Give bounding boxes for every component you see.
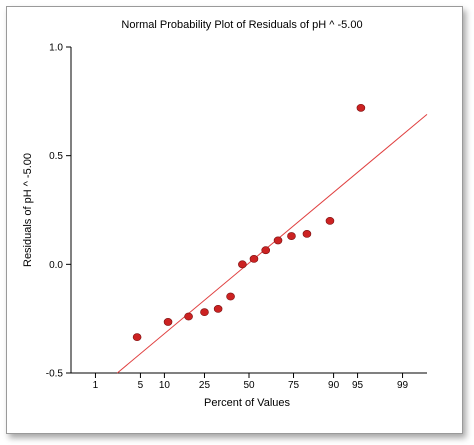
data-point [273, 236, 283, 245]
data-point [238, 260, 247, 269]
x-tick-label: 25 [199, 380, 211, 391]
data-point [184, 312, 193, 321]
y-tick-label: -0.5 [46, 369, 64, 380]
data-point [356, 103, 366, 112]
x-tick-label: 75 [288, 380, 300, 391]
y-axis-title: Residuals of pH ^ -5.00 [22, 153, 34, 267]
data-point [226, 292, 235, 301]
x-axis-ticks: 1 5 10 25 50 75 90 95 99 [93, 373, 409, 391]
x-tick-label: 50 [243, 380, 255, 391]
chart-title: Normal Probability Plot of Residuals of … [121, 19, 362, 31]
x-tick-label: 90 [328, 380, 340, 391]
x-tick-label: 1 [93, 380, 99, 391]
data-point [261, 246, 271, 255]
data-point [287, 232, 296, 240]
y-tick-label: 1.0 [49, 43, 63, 54]
data-point [325, 216, 335, 225]
chart-frame: Normal Probability Plot of Residuals of … [6, 6, 463, 434]
normal-probability-plot: Normal Probability Plot of Residuals of … [22, 19, 428, 409]
data-point [302, 230, 312, 238]
data-point [200, 308, 209, 317]
y-axis-ticks: -0.5 0.0 0.5 1.0 [46, 43, 71, 380]
data-point [132, 333, 142, 342]
x-axis-title: Percent of Values [204, 397, 291, 409]
reference-line [116, 113, 428, 374]
data-point [249, 254, 259, 263]
x-tick-label: 5 [138, 380, 144, 391]
y-tick-label: 0.0 [49, 260, 63, 271]
x-tick-label: 99 [397, 380, 409, 391]
data-point [163, 318, 173, 326]
y-tick-label: 0.5 [49, 151, 63, 162]
data-point [213, 304, 223, 313]
data-points [132, 103, 366, 342]
x-tick-label: 10 [159, 380, 171, 391]
x-tick-label: 95 [352, 380, 364, 391]
